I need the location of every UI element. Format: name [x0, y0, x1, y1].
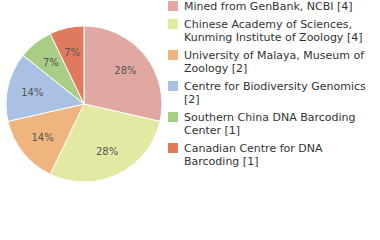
data-label: 28%: [114, 65, 136, 76]
legend-swatch: [168, 19, 178, 29]
pie: [6, 26, 162, 182]
legend-label: Chinese Academy of Sciences,Kunming Inst…: [184, 18, 362, 44]
legend-label-line: [2]: [184, 93, 200, 106]
legend-label-line: University of Malaya, Museum of: [184, 49, 365, 62]
legend-swatch: [168, 81, 178, 91]
legend-item: Mined from GenBank, NCBI [4]: [168, 0, 353, 13]
legend-label-line: Center [1]: [184, 124, 240, 137]
legend: Mined from GenBank, NCBI [4] Chinese Acad…: [168, 0, 366, 168]
legend-item: University of Malaya, Museum ofZoology […: [168, 49, 365, 75]
legend-label-line: Canadian Centre for DNA: [184, 142, 323, 155]
legend-swatch: [168, 143, 178, 153]
legend-label: University of Malaya, Museum ofZoology […: [184, 49, 365, 75]
legend-label: Canadian Centre for DNABarcoding [1]: [184, 142, 323, 168]
data-label: 28%: [96, 146, 118, 157]
data-label: 14%: [21, 87, 43, 98]
legend-label-line: Mined from GenBank, NCBI [4]: [184, 0, 353, 13]
data-label: 7%: [64, 47, 80, 58]
legend-swatch: [168, 50, 178, 60]
legend-swatch: [168, 112, 178, 122]
legend-label-line: Chinese Academy of Sciences,: [184, 18, 352, 31]
legend-item: Centre for Biodiversity Genomics[2]: [168, 80, 366, 106]
data-label: 7%: [43, 57, 59, 68]
legend-label: Southern China DNA BarcodingCenter [1]: [184, 111, 356, 137]
legend-item: Canadian Centre for DNABarcoding [1]: [168, 142, 323, 168]
legend-label-line: Centre for Biodiversity Genomics: [184, 80, 366, 93]
legend-label-line: Kunming Institute of Zoology [4]: [184, 31, 362, 44]
data-label: 14%: [31, 132, 53, 143]
legend-label-line: Zoology [2]: [184, 62, 247, 75]
legend-label-line: Barcoding [1]: [184, 155, 258, 168]
chart: 28% 28% 14% 14% 7% 7% Mined from GenBank, NCBI…: [0, 0, 380, 240]
legend-label: Mined from GenBank, NCBI [4]: [184, 0, 353, 13]
legend-label-line: Southern China DNA Barcoding: [184, 111, 356, 124]
legend-label: Centre for Biodiversity Genomics[2]: [184, 80, 366, 106]
legend-swatch: [168, 1, 178, 11]
legend-item: Chinese Academy of Sciences,Kunming Inst…: [168, 18, 362, 44]
legend-item: Southern China DNA BarcodingCenter [1]: [168, 111, 356, 137]
data-labels: 28% 28% 14% 14% 7% 7%: [21, 47, 136, 157]
